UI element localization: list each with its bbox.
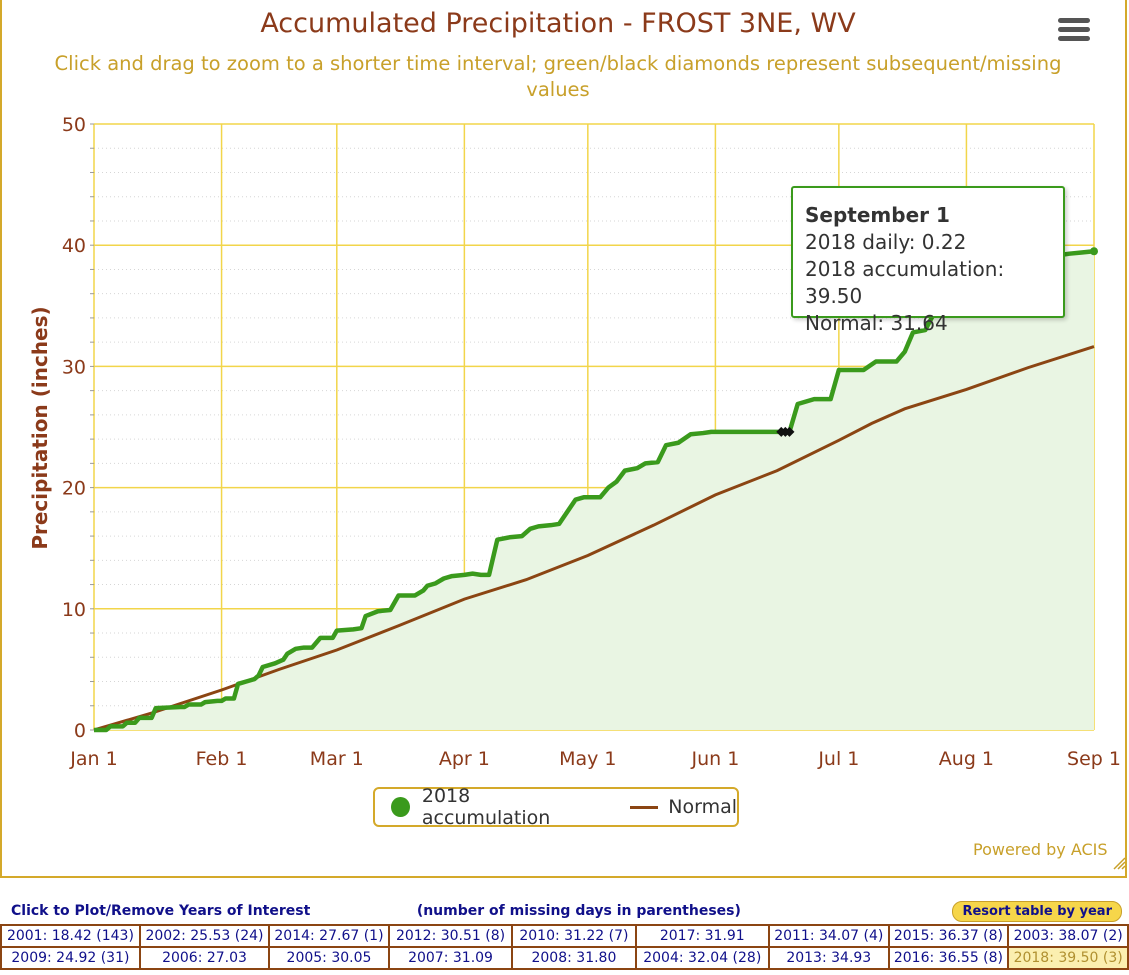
y-tick-label: 30 xyxy=(62,356,86,378)
year-cell[interactable]: 2010: 31.22 (7) xyxy=(511,924,637,948)
legend-label-normal: Normal xyxy=(668,796,737,818)
x-tick-label: Jan 1 xyxy=(69,748,117,770)
year-cell[interactable]: 2004: 32.04 (28) xyxy=(634,946,770,970)
year-cell[interactable]: 2016: 36.55 (8) xyxy=(887,946,1010,970)
year-cell[interactable]: 2017: 31.91 xyxy=(634,924,770,948)
tooltip-daily: 2018 daily: 0.22 xyxy=(805,230,967,254)
y-tick-label: 0 xyxy=(74,720,86,742)
chart-subtitle-line2: values xyxy=(526,78,589,101)
table-missing-note: (number of missing days in parentheses) xyxy=(416,903,741,919)
legend-line-icon xyxy=(630,805,659,809)
acis-credit-link[interactable]: Powered by ACIS xyxy=(973,840,1108,859)
x-tick-label: Sep 1 xyxy=(1067,748,1121,770)
chart-subtitle-line1: Click and drag to zoom to a shorter time… xyxy=(55,52,1062,75)
year-cell[interactable]: 2006: 27.03 xyxy=(138,946,271,970)
x-tick-label: Feb 1 xyxy=(196,748,248,770)
year-cell[interactable]: 2005: 30.05 xyxy=(268,946,390,970)
year-cell[interactable]: 2011: 34.07 (4) xyxy=(767,924,890,948)
table-instructions: Click to Plot/Remove Years of Interest xyxy=(11,903,311,919)
years-table: Click to Plot/Remove Years of Interest (… xyxy=(0,898,1129,970)
normal-line xyxy=(93,345,1095,732)
year-cell[interactable]: 2018: 39.50 (3) xyxy=(1007,946,1129,970)
year-cell[interactable]: 2008: 31.80 xyxy=(511,946,637,970)
year-cell[interactable]: 2003: 38.07 (2) xyxy=(1007,924,1129,948)
chart-container: 0 10 20 30 40 50 Jan 1 Feb 1 Mar 1 Apr 1 May 1 Jun … xyxy=(0,0,1127,878)
legend-label-2018: 2018 accumulation xyxy=(421,785,551,829)
x-tick-label: Mar 1 xyxy=(310,748,364,770)
year-cell[interactable]: 2009: 24.92 (31) xyxy=(0,946,141,970)
chart-menu-icon[interactable] xyxy=(1058,18,1090,46)
accumulation-line xyxy=(94,249,1095,733)
series-layer xyxy=(93,247,1098,733)
table-row: 2009: 24.92 (31) 2006: 27.03 2005: 30.05 20… xyxy=(0,946,1129,970)
legend-dot-icon xyxy=(391,797,410,817)
year-cell[interactable]: 2002: 25.53 (24) xyxy=(138,924,271,948)
tooltip: September 1 2018 daily: 0.22 2018 accumu… xyxy=(791,186,1065,335)
chart-title: Accumulated Precipitation - FROST 3NE, W… xyxy=(260,8,856,39)
x-tick-label: Aug 1 xyxy=(939,748,994,770)
tooltip-title: September 1 xyxy=(805,203,950,227)
precipitation-chart[interactable]: 0 10 20 30 40 50 Jan 1 Feb 1 Mar 1 Apr 1 May 1 Jun … xyxy=(2,0,1127,876)
x-tick-label: Jun 1 xyxy=(690,748,739,770)
year-cell[interactable]: 2012: 30.51 (8) xyxy=(387,924,514,948)
year-cell[interactable]: 2015: 36.37 (8) xyxy=(887,924,1010,948)
x-tick-label: May 1 xyxy=(559,748,616,770)
tooltip-normal: Normal: 31.64 xyxy=(805,311,948,335)
table-header-row: Click to Plot/Remove Years of Interest (… xyxy=(1,898,1128,925)
y-tick-label: 50 xyxy=(62,114,86,136)
y-tick-label: 10 xyxy=(62,599,86,621)
tooltip-accumulation: 2018 accumulation: 39.50 xyxy=(805,257,1005,308)
hover-point xyxy=(1090,247,1098,256)
table-row: 2001: 18.42 (143) 2002: 25.53 (24) 2014: 2… xyxy=(0,924,1129,948)
year-cell[interactable]: 2014: 27.67 (1) xyxy=(268,924,390,948)
y-tick-label: 20 xyxy=(62,478,86,500)
missing-value-marker xyxy=(784,426,795,437)
resize-handle-icon[interactable] xyxy=(1112,856,1126,870)
year-cell[interactable]: 2001: 18.42 (143) xyxy=(0,924,141,948)
legend: 2018 accumulation Normal xyxy=(373,785,739,829)
legend-item-2018[interactable]: 2018 accumulation xyxy=(375,785,594,829)
axes: 0 10 20 30 40 50 Jan 1 Feb 1 Mar 1 Apr 1 May 1 Jun … xyxy=(62,114,1121,770)
resort-table-button[interactable]: Resort table by year xyxy=(952,900,1122,922)
legend-item-normal[interactable]: Normal xyxy=(594,796,737,818)
resort-cell: Resort table by year xyxy=(769,898,1128,925)
y-tick-label: 40 xyxy=(62,235,86,257)
year-cell[interactable]: 2007: 31.09 xyxy=(387,946,514,970)
x-tick-label: Apr 1 xyxy=(439,748,490,770)
y-axis-label: Precipitation (inches) xyxy=(28,306,52,549)
year-cell[interactable]: 2013: 34.93 xyxy=(767,946,890,970)
x-tick-label: Jul 1 xyxy=(817,748,859,770)
